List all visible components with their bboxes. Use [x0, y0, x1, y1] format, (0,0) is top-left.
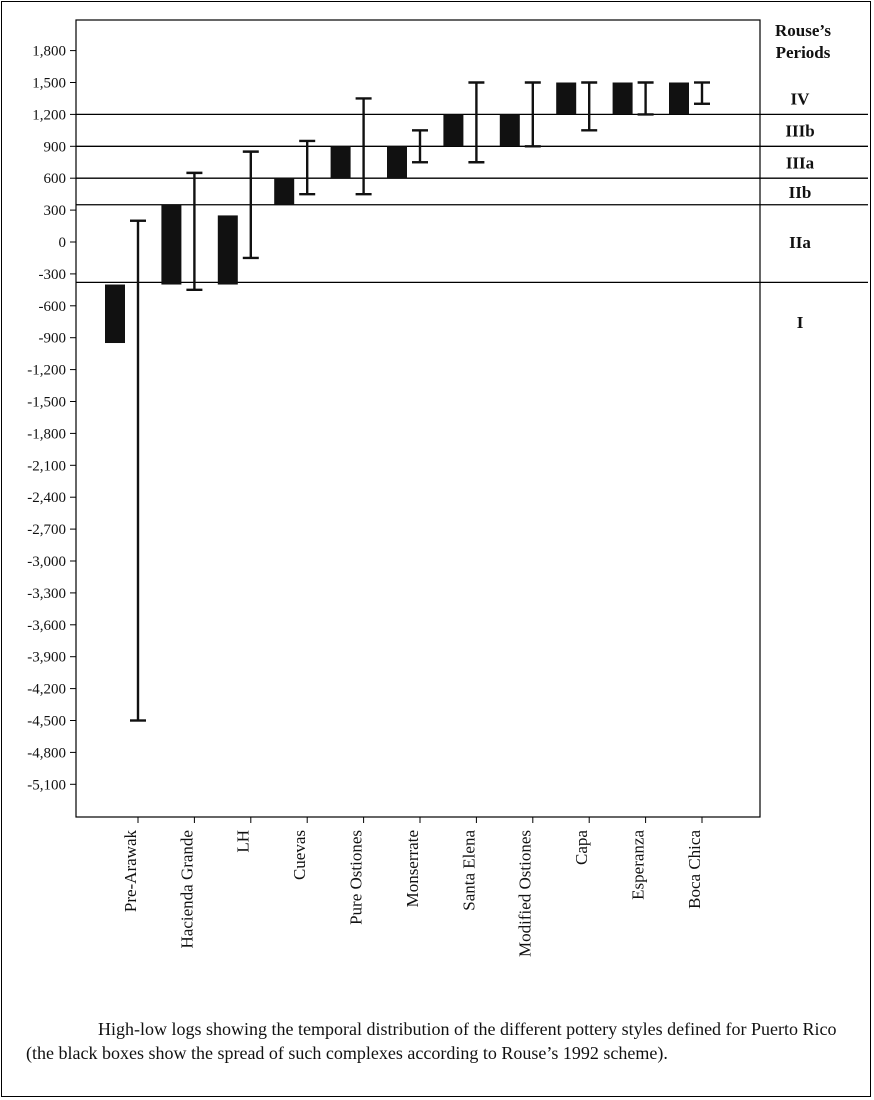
y-tick-label: -900: [39, 331, 67, 347]
rouse-box: [556, 82, 577, 115]
high-low-bar: [581, 81, 598, 132]
rouse-box: [274, 178, 295, 205]
category-label: Hacienda Grande: [177, 830, 196, 948]
high-low-bar: [355, 97, 372, 196]
rouse-box: [161, 204, 182, 285]
y-tick-label: -3,300: [27, 586, 66, 602]
category-label: Cuevas: [290, 830, 309, 880]
rouse-box: [387, 146, 407, 179]
high-low-bar: [242, 150, 259, 260]
y-tick-label: -4,500: [27, 714, 66, 730]
rouse-box: [499, 114, 520, 147]
y-tick-label: -5,100: [27, 777, 66, 793]
periods-title: Rouse’s: [775, 21, 831, 40]
period-label: IIb: [789, 183, 812, 202]
y-tick-label: 1,200: [32, 107, 66, 123]
y-tick-label: -1,500: [27, 395, 66, 411]
high-low-bar: [186, 171, 203, 292]
y-tick-label: 300: [44, 203, 67, 219]
category-label: Pre-Arawak: [121, 830, 140, 913]
high-low-bar: [694, 81, 710, 105]
category-label: Santa Elena: [459, 830, 478, 911]
rouse-box: [612, 82, 633, 115]
category-label: Modified Ostiones: [516, 830, 535, 957]
rouse-box: [669, 82, 689, 115]
figure-caption: High-low logs showing the temporal distr…: [26, 1019, 837, 1063]
periods-title: Periods: [776, 43, 831, 62]
y-tick-label: 0: [59, 235, 67, 251]
high-low-bar: [412, 129, 428, 164]
high-low-chart: 1,800 1,500 1,200 900 600 300 0 -300 -600 -900 -1,…: [27, 19, 868, 957]
y-tick-label: 1,800: [32, 44, 66, 60]
y-tick-label: -300: [39, 267, 67, 283]
y-tick-label: -600: [39, 299, 67, 315]
category-label: Capa: [572, 830, 591, 865]
y-tick-label: -1,800: [27, 426, 66, 442]
y-tick-label: -1,200: [27, 363, 66, 379]
period-label: IIIb: [785, 121, 814, 140]
category-label: Monserrate: [403, 830, 422, 907]
y-tick-label: -3,900: [27, 650, 66, 666]
y-tick-label: -2,400: [27, 490, 66, 506]
rouse-box: [217, 215, 238, 285]
category-label: Esperanza: [629, 830, 648, 900]
high-low-bar: [524, 81, 541, 148]
high-low-bar: [637, 81, 654, 116]
y-tick-label: 1,500: [32, 76, 66, 92]
y-tick-label: -4,800: [27, 745, 66, 761]
y-tick-label: -2,100: [27, 458, 66, 474]
period-label: IIa: [789, 233, 811, 252]
category-label: Boca Chica: [685, 830, 704, 909]
y-tick-label: 900: [44, 139, 67, 155]
plot-area: [75, 19, 761, 818]
high-low-bar: [468, 81, 485, 164]
y-tick-label: -2,700: [27, 522, 66, 538]
period-label: I: [797, 313, 804, 332]
category-label: LH: [234, 830, 253, 853]
period-label: IIIa: [786, 153, 815, 172]
y-tick-label: 600: [44, 171, 67, 187]
rouse-box: [330, 146, 351, 179]
y-tick-label: -4,200: [27, 682, 66, 698]
period-label: IV: [791, 89, 811, 108]
rouse-box: [443, 114, 464, 147]
rouse-box: [105, 284, 125, 344]
high-low-bar: [130, 219, 146, 722]
y-tick-label: -3,600: [27, 618, 66, 634]
category-label: Pure Ostiones: [347, 830, 366, 925]
high-low-bar: [299, 139, 316, 196]
y-tick-label: -3,000: [27, 554, 66, 570]
